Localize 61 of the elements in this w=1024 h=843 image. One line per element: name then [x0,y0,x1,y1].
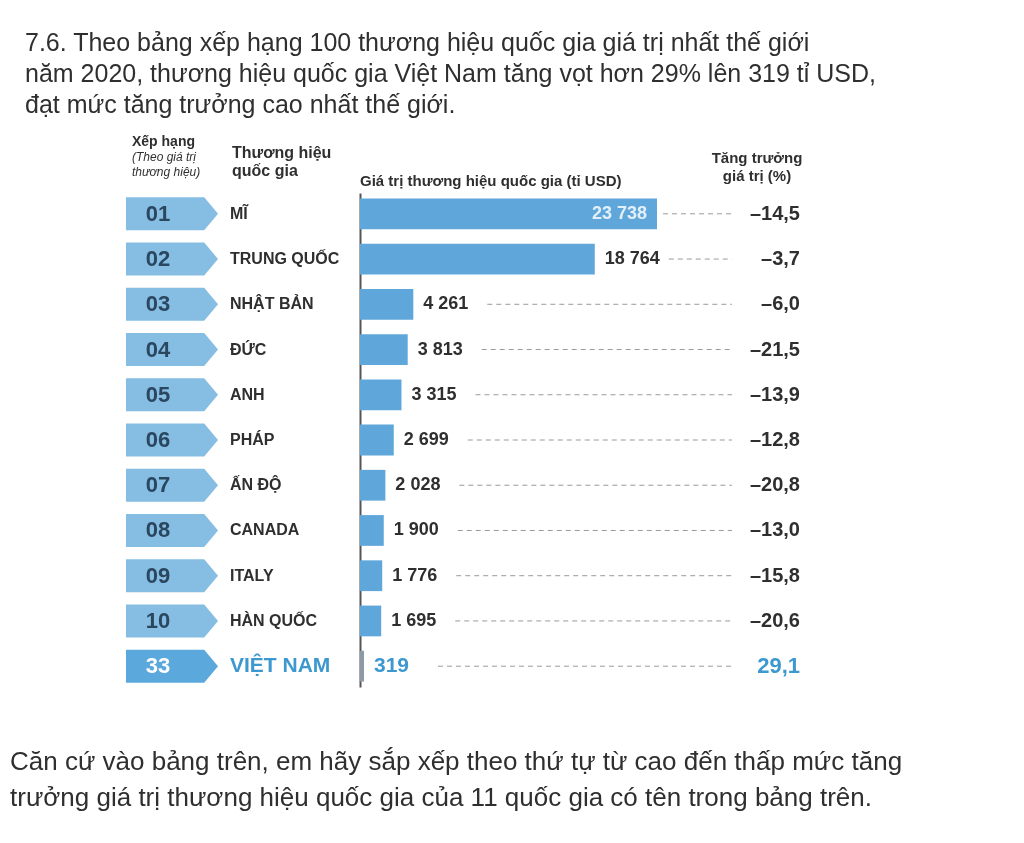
bar [360,469,386,501]
chart-title: 7.6. Theo bảng xếp hạng 100 thương hiệu quốc gia giá trị nhất thế giới năm 2020, thương hiệu quốc gia Việt Nam tăng vọt hơn 29% lên 319 tỉ USD, đạt mức tăng trưởng cao nhất thế giới. [25,28,876,118]
bar [360,515,384,546]
text: 09 [145,562,171,588]
text: 01 [145,200,171,226]
data-label: 23 738 [591,202,647,223]
text: –15,8 [749,563,800,586]
x-axis-title: Giá trị thương hiệu quốc gia (tỉ USD) [360,172,622,189]
text: 06 [145,427,171,452]
text: –12,8 [749,428,800,450]
y-axis-title: Thương hiệu quốc gia [232,144,332,179]
data-label: 18 764 [604,248,660,269]
bar [360,379,402,411]
bar [360,650,364,682]
bar [360,560,383,592]
text: –20,6 [749,608,800,631]
text: –21,5 [749,337,800,360]
bar [360,243,595,275]
data-label: 319 [373,653,410,677]
text: 29,1 [757,653,800,679]
text: –13,0 [749,518,800,541]
data-label: 2 028 [395,474,441,495]
text: –6,0 [761,292,800,315]
bar [360,334,408,365]
y-tick-label: ẤN ĐỘ [230,475,282,494]
text: Tăng trưởng giá trị (%) [711,149,803,184]
y-tick-label: PHÁP [230,430,275,448]
y-tick-label: TRUNG QUỐC [230,248,340,268]
y-tick-label: MĨ [230,202,250,222]
y-tick-label: HÀN QUỐC [230,609,318,629]
text: 03 [145,291,171,317]
text: 10 [145,607,171,633]
bar [360,605,382,637]
text: 05 [145,381,171,407]
text: 08 [145,517,171,543]
data-label: 4 261 [423,293,469,314]
y-tick-label: ĐỨC [230,339,267,358]
data-label: 3 315 [411,383,457,404]
y-tick-label: NHẬT BẢN [230,294,314,313]
text: –14,5 [749,201,800,224]
bar [360,424,394,456]
bar [360,198,657,230]
y-tick-label: VIỆT NAM [230,653,331,677]
text: –20,8 [749,473,800,496]
text: 04 [145,336,171,362]
y-tick-label: ANH [230,385,265,403]
text: Xếp hạng (Theo giá trị thương hiệu) [132,133,201,179]
data-label: 1 695 [391,609,437,630]
bar [360,288,414,320]
data-label: 2 699 [403,429,449,449]
data-label: 1 900 [393,519,439,540]
data-label: 1 776 [392,564,438,585]
text: 02 [145,246,171,272]
y-tick-label: ITALY [230,566,274,584]
data-label: 3 813 [417,338,463,359]
text: 07 [145,472,171,498]
text: Căn cứ vào bảng trên, em hãy sắp xếp theo thứ tự từ cao đến thấp mức tăng trưởng giá trị thương hiệu quốc gia của 11 quốc gia có tên trong bảng trên. [10,746,903,812]
y-tick-label: CANADA [230,521,300,539]
text: –3,7 [761,247,800,270]
text: 33 [145,653,171,679]
text: –13,9 [749,382,800,405]
